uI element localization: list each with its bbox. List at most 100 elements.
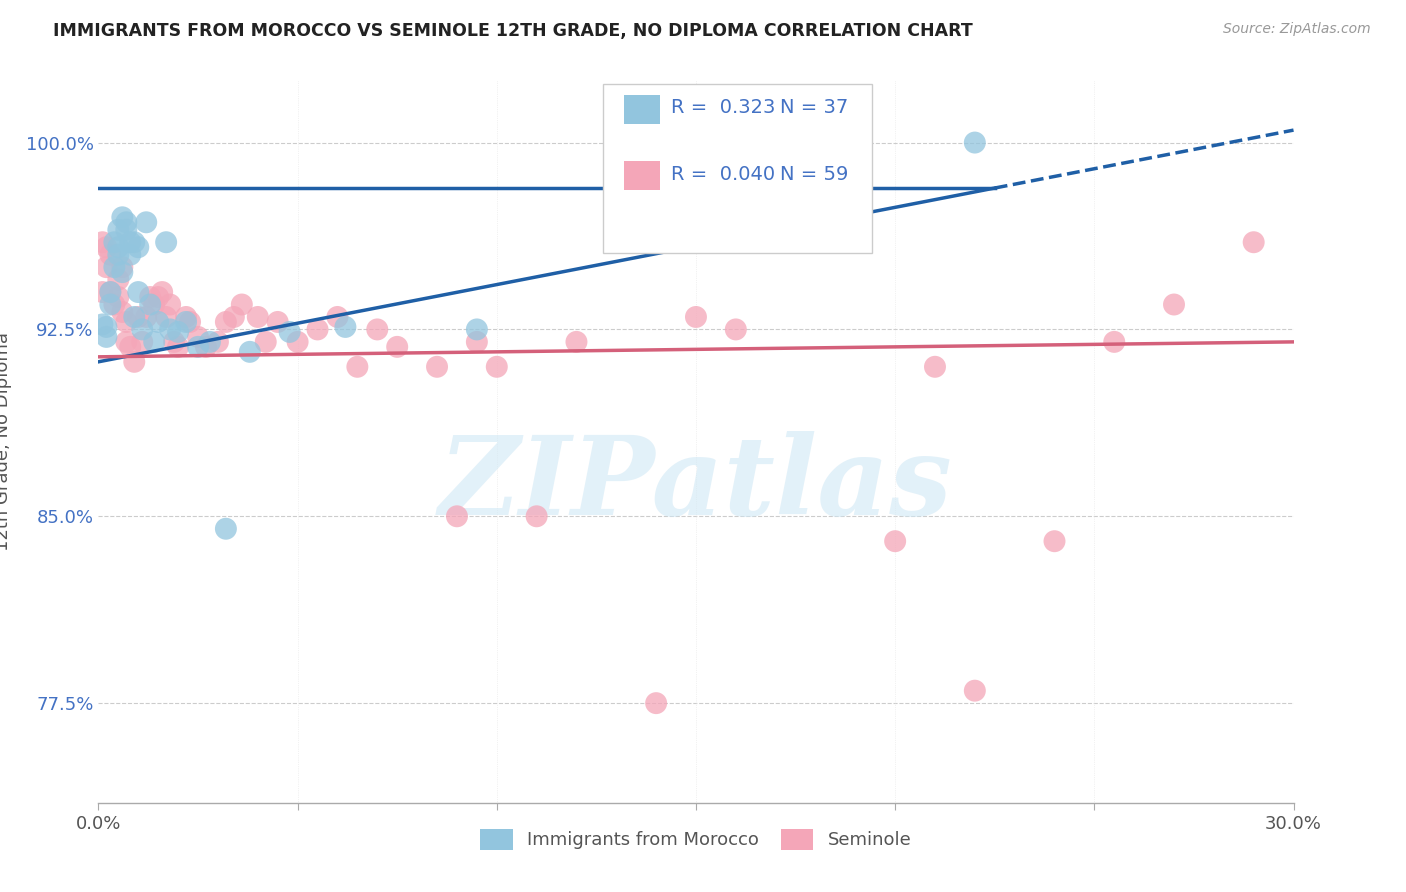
Point [426, 359, 449, 374]
Text: R =  0.323: R = 0.323 [671, 98, 775, 117]
Point [127, 310, 149, 324]
Point [231, 297, 253, 311]
Point [174, 315, 197, 329]
Point [884, 534, 907, 549]
Y-axis label: 12th Grade, No Diploma: 12th Grade, No Diploma [0, 332, 11, 551]
Point [366, 322, 388, 336]
Point [254, 334, 277, 349]
Point [155, 235, 177, 250]
Point [120, 248, 142, 262]
Text: ZIPatlas: ZIPatlas [439, 431, 953, 539]
Point [385, 340, 409, 354]
Text: N = 37: N = 37 [780, 98, 848, 117]
Point [131, 334, 153, 349]
Point [148, 315, 170, 329]
Point [465, 334, 488, 349]
Point [124, 355, 146, 369]
Point [167, 340, 190, 354]
Point [159, 297, 181, 311]
Point [645, 696, 668, 710]
Point [307, 322, 329, 336]
Point [111, 260, 134, 274]
Point [96, 260, 118, 274]
Point [1243, 235, 1265, 250]
Point [107, 223, 129, 237]
Point [96, 240, 118, 254]
Point [103, 297, 125, 311]
Point [98, 297, 122, 311]
Point [98, 285, 122, 299]
Point [150, 285, 173, 299]
Point [335, 320, 357, 334]
Point [107, 290, 129, 304]
Point [924, 359, 946, 374]
Point [155, 310, 177, 324]
Point [96, 330, 118, 344]
Point [246, 310, 269, 324]
Point [174, 310, 197, 324]
Point [278, 325, 301, 339]
Point [127, 240, 149, 254]
Point [724, 322, 747, 336]
Point [207, 334, 229, 349]
Point [124, 310, 146, 324]
Point [1043, 534, 1066, 549]
Point [346, 359, 368, 374]
Point [143, 297, 166, 311]
Text: N = 59: N = 59 [780, 165, 848, 184]
Point [685, 310, 707, 324]
Point [195, 340, 218, 354]
Point [143, 334, 166, 349]
Text: R =  0.040: R = 0.040 [671, 165, 775, 184]
Point [91, 318, 114, 332]
Point [446, 509, 468, 524]
Point [222, 310, 245, 324]
Point [98, 248, 122, 262]
FancyBboxPatch shape [603, 84, 872, 253]
Point [124, 235, 146, 250]
Point [139, 297, 162, 311]
Point [187, 340, 209, 354]
Legend: Immigrants from Morocco, Seminole: Immigrants from Morocco, Seminole [471, 820, 921, 859]
Point [139, 290, 162, 304]
Point [485, 359, 508, 374]
Point [963, 683, 986, 698]
Point [187, 330, 209, 344]
Point [107, 248, 129, 262]
Point [465, 322, 488, 336]
Point [115, 334, 138, 349]
Point [91, 235, 114, 250]
Point [115, 223, 138, 237]
Point [135, 310, 157, 324]
Point [131, 322, 153, 336]
Point [111, 211, 134, 225]
Point [1163, 297, 1185, 311]
Point [267, 315, 290, 329]
Point [167, 325, 190, 339]
FancyBboxPatch shape [624, 95, 661, 124]
Point [163, 334, 186, 349]
Point [159, 322, 181, 336]
FancyBboxPatch shape [624, 161, 661, 190]
Point [135, 215, 157, 229]
Text: Source: ZipAtlas.com: Source: ZipAtlas.com [1223, 22, 1371, 37]
Point [115, 215, 138, 229]
Point [526, 509, 548, 524]
Point [198, 334, 221, 349]
Point [148, 290, 170, 304]
Point [111, 305, 134, 319]
Point [96, 320, 118, 334]
Point [326, 310, 349, 324]
Point [565, 334, 588, 349]
Point [215, 315, 238, 329]
Text: IMMIGRANTS FROM MOROCCO VS SEMINOLE 12TH GRADE, NO DIPLOMA CORRELATION CHART: IMMIGRANTS FROM MOROCCO VS SEMINOLE 12TH… [53, 22, 973, 40]
Point [103, 260, 125, 274]
Point [115, 315, 138, 329]
Point [963, 136, 986, 150]
Point [103, 235, 125, 250]
Point [239, 344, 262, 359]
Point [107, 240, 129, 254]
Point [127, 285, 149, 299]
Point [111, 265, 134, 279]
Point [1104, 334, 1126, 349]
